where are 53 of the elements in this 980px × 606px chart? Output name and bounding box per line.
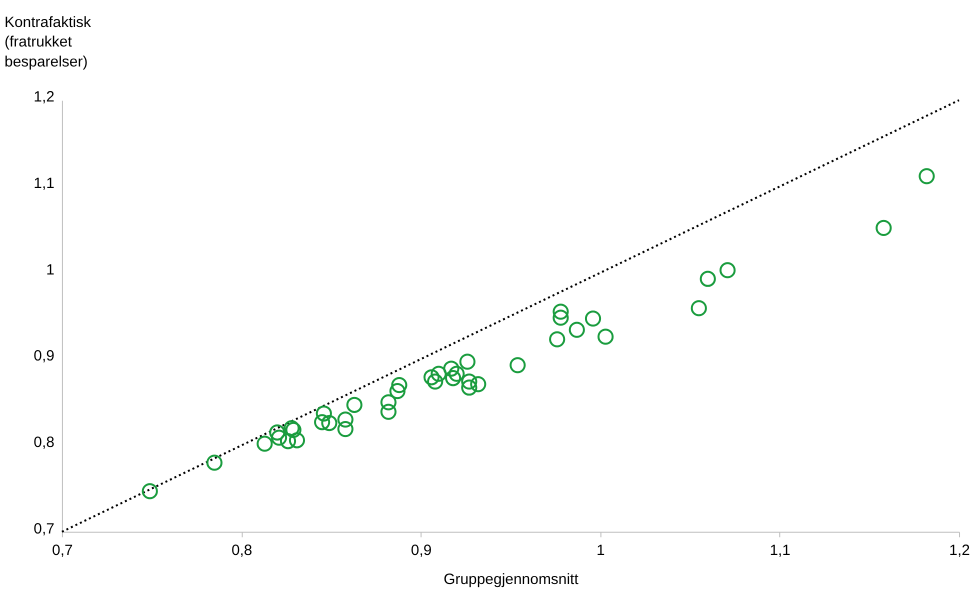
point bbox=[700, 270, 716, 287]
y-tick-label: 0,8 bbox=[34, 434, 54, 451]
point bbox=[423, 369, 440, 386]
point bbox=[389, 383, 406, 400]
point bbox=[584, 310, 602, 327]
x-tick-label: 0,7 bbox=[52, 542, 73, 560]
point bbox=[461, 380, 478, 396]
point bbox=[380, 394, 397, 410]
point bbox=[270, 430, 288, 446]
point bbox=[720, 262, 736, 278]
point bbox=[337, 412, 354, 428]
point bbox=[568, 322, 585, 338]
x-tick-label: 1,2 bbox=[949, 542, 970, 560]
point bbox=[321, 414, 338, 432]
x-tick-label: 0,9 bbox=[410, 542, 432, 560]
y-tick-label: 1,2 bbox=[34, 88, 54, 106]
point bbox=[256, 436, 273, 452]
point bbox=[470, 376, 486, 392]
point bbox=[598, 328, 614, 345]
point bbox=[427, 374, 444, 390]
point bbox=[918, 168, 935, 184]
point bbox=[448, 366, 465, 382]
y-axis-title: Kontrafaktisk (fratrukket besparelser) bbox=[4, 14, 92, 71]
point bbox=[391, 376, 408, 394]
point bbox=[206, 454, 223, 471]
point bbox=[461, 374, 478, 390]
point bbox=[445, 370, 462, 386]
x-tick-label: 1 bbox=[596, 542, 605, 560]
point bbox=[876, 220, 892, 236]
point bbox=[549, 331, 566, 348]
x-axis-title: Gruppegjennomsnitt bbox=[444, 571, 580, 588]
point bbox=[552, 310, 569, 326]
point bbox=[430, 366, 447, 382]
point bbox=[269, 424, 286, 441]
point bbox=[142, 483, 158, 500]
x-tick-label: 0,8 bbox=[231, 542, 252, 560]
x-tick-label: 1,1 bbox=[770, 542, 791, 560]
point bbox=[288, 432, 306, 448]
point bbox=[690, 300, 707, 316]
y-tick-label: 1 bbox=[46, 261, 54, 278]
point bbox=[316, 405, 332, 422]
point bbox=[443, 360, 460, 377]
point bbox=[552, 304, 569, 320]
point bbox=[346, 396, 362, 413]
y-tick-label: 0,7 bbox=[34, 520, 54, 538]
point bbox=[380, 404, 397, 420]
point bbox=[314, 414, 330, 430]
point bbox=[510, 357, 526, 374]
y-tick-label: 1,1 bbox=[34, 175, 54, 192]
point bbox=[337, 421, 354, 438]
point bbox=[280, 433, 296, 450]
y-tick-label: 0,9 bbox=[34, 348, 54, 365]
point bbox=[459, 354, 476, 370]
